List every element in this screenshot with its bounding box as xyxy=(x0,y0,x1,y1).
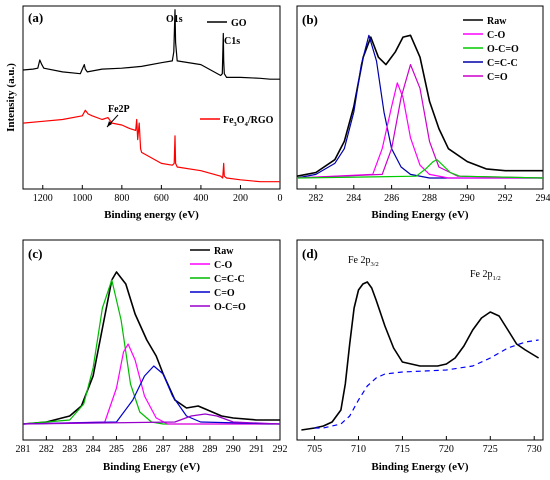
x-tick-label: 288 xyxy=(422,193,437,204)
tick-layer: 1200 1000 800 600 400 200 0 xyxy=(33,185,283,204)
x-tick-label: 288 xyxy=(179,444,194,455)
x-tick-label: 286 xyxy=(384,193,399,204)
annotation-fe2p-arrowhead xyxy=(107,121,112,127)
legend-label-c-c-c: C=C-C xyxy=(487,58,518,69)
panel-label: (d) xyxy=(302,246,318,261)
series-layer xyxy=(296,34,544,179)
plot-frame xyxy=(296,5,544,190)
tick-layer: 282 284 286 288 290 292 294 xyxy=(308,185,550,204)
series-line-c-o xyxy=(22,343,280,425)
x-tick-label: 282 xyxy=(39,444,54,455)
x-tick-label: 720 xyxy=(439,444,454,455)
x-tick-label: 705 xyxy=(307,444,322,455)
x-tick-label: 715 xyxy=(395,444,410,455)
x-tick-label: 600 xyxy=(154,193,169,204)
x-tick-label: 1200 xyxy=(33,193,53,204)
x-tick-label: 291 xyxy=(249,444,264,455)
series-line-go xyxy=(22,9,280,80)
x-tick-label: 200 xyxy=(233,193,248,204)
panel-a: 1200 1000 800 600 400 200 0 (a) Binding energy… xyxy=(5,5,283,221)
x-tick-label: 290 xyxy=(226,444,241,455)
panel-b: 282 284 286 288 290 292 294 (b) Binding Energy… xyxy=(296,5,550,221)
series-line-o-c-o xyxy=(22,413,281,425)
legend-label-c-eq-o: C=O xyxy=(214,288,235,299)
x-tick-label: 400 xyxy=(193,193,208,204)
y-axis-label: Intensity (a.u.) xyxy=(5,63,17,132)
x-tick-label: 284 xyxy=(86,444,101,455)
panel-label: (a) xyxy=(28,10,43,25)
x-tick-label: 281 xyxy=(16,444,31,455)
series-layer xyxy=(22,9,280,183)
series-line-o-c-o xyxy=(296,159,544,179)
plot-frame xyxy=(22,5,281,190)
legend-label-c-o: C-O xyxy=(214,260,233,271)
annotation-fe2p3-2: Fe 2p3/2 xyxy=(348,255,379,268)
series-line-c-o xyxy=(296,63,544,179)
legend: Raw C-O O-C=O C=C-C C=O xyxy=(463,16,519,83)
x-tick-label: 730 xyxy=(527,444,542,455)
legend: Raw C-O C=C-C C=O O-C=O xyxy=(190,246,246,313)
series-layer xyxy=(301,281,540,431)
x-axis-label: Binding Energy (eV) xyxy=(371,461,469,473)
legend-label-o-c-o: O-C=O xyxy=(214,302,246,313)
x-tick-label: 282 xyxy=(308,193,323,204)
series-line-raw xyxy=(22,271,280,425)
series-layer xyxy=(22,271,281,425)
x-tick-label: 283 xyxy=(62,444,77,455)
series-line-fe3o4-rgo xyxy=(22,109,280,183)
panel-c: 281 282 283 284 285 286 287 288 289 290 291 292 (c)… xyxy=(16,239,288,473)
x-tick-label: 286 xyxy=(132,444,147,455)
x-axis-label: Binding energy (eV) xyxy=(104,209,199,221)
tick-layer: 281 282 283 284 285 286 287 288 289 290 291 292 xyxy=(16,436,288,455)
annotation-fe2p: Fe2P xyxy=(108,104,130,115)
legend-label-c-c-c: C=C-C xyxy=(214,274,245,285)
series-line-c-c-c xyxy=(296,34,543,179)
series-line-c-o xyxy=(22,365,281,425)
panel-label: (c) xyxy=(28,246,42,261)
series-line-baseline xyxy=(314,339,539,429)
series-line-raw xyxy=(296,34,543,177)
tick-layer: 705 710 715 720 725 730 xyxy=(307,436,542,455)
x-tick-label: 710 xyxy=(351,444,366,455)
series-line-raw xyxy=(301,281,540,431)
x-tick-label: 292 xyxy=(273,444,288,455)
x-tick-label: 285 xyxy=(109,444,124,455)
panel-label: (b) xyxy=(302,12,318,27)
x-tick-label: 287 xyxy=(156,444,171,455)
x-tick-label: 292 xyxy=(498,193,513,204)
annotation-fe2p1-2: Fe 2p1/2 xyxy=(470,269,501,282)
panel-d: 705 710 715 720 725 730 (d) Binding Energy (e… xyxy=(296,239,544,473)
legend-label-c-o: C-O xyxy=(487,30,506,41)
series-line-c-o xyxy=(296,82,543,179)
x-tick-label: 0 xyxy=(278,193,283,204)
x-tick-label: 284 xyxy=(346,193,361,204)
x-axis-label: Binding Energy (eV) xyxy=(103,461,201,473)
x-tick-label: 294 xyxy=(536,193,550,204)
x-tick-label: 800 xyxy=(114,193,129,204)
x-axis-label: Binding Energy (eV) xyxy=(371,209,469,221)
legend-label-raw: Raw xyxy=(214,246,234,257)
x-tick-label: 1000 xyxy=(72,193,92,204)
legend: GO Fe3O4/RGO xyxy=(200,18,274,128)
legend-label-fe3o4-rgo: Fe3O4/RGO xyxy=(223,115,274,128)
x-tick-label: 289 xyxy=(202,444,217,455)
x-tick-label: 725 xyxy=(483,444,498,455)
legend-label-raw: Raw xyxy=(487,16,507,27)
legend-label-go: GO xyxy=(231,18,247,29)
plot-frame xyxy=(296,239,544,441)
plot-frame xyxy=(22,239,281,441)
legend-label-o-c-o: O-C=O xyxy=(487,44,519,55)
legend-label-c-eq-o: C=O xyxy=(487,72,508,83)
annotation-c1s: C1s xyxy=(224,36,240,47)
x-tick-label: 290 xyxy=(460,193,475,204)
annotation-o1s: O1s xyxy=(166,14,183,25)
